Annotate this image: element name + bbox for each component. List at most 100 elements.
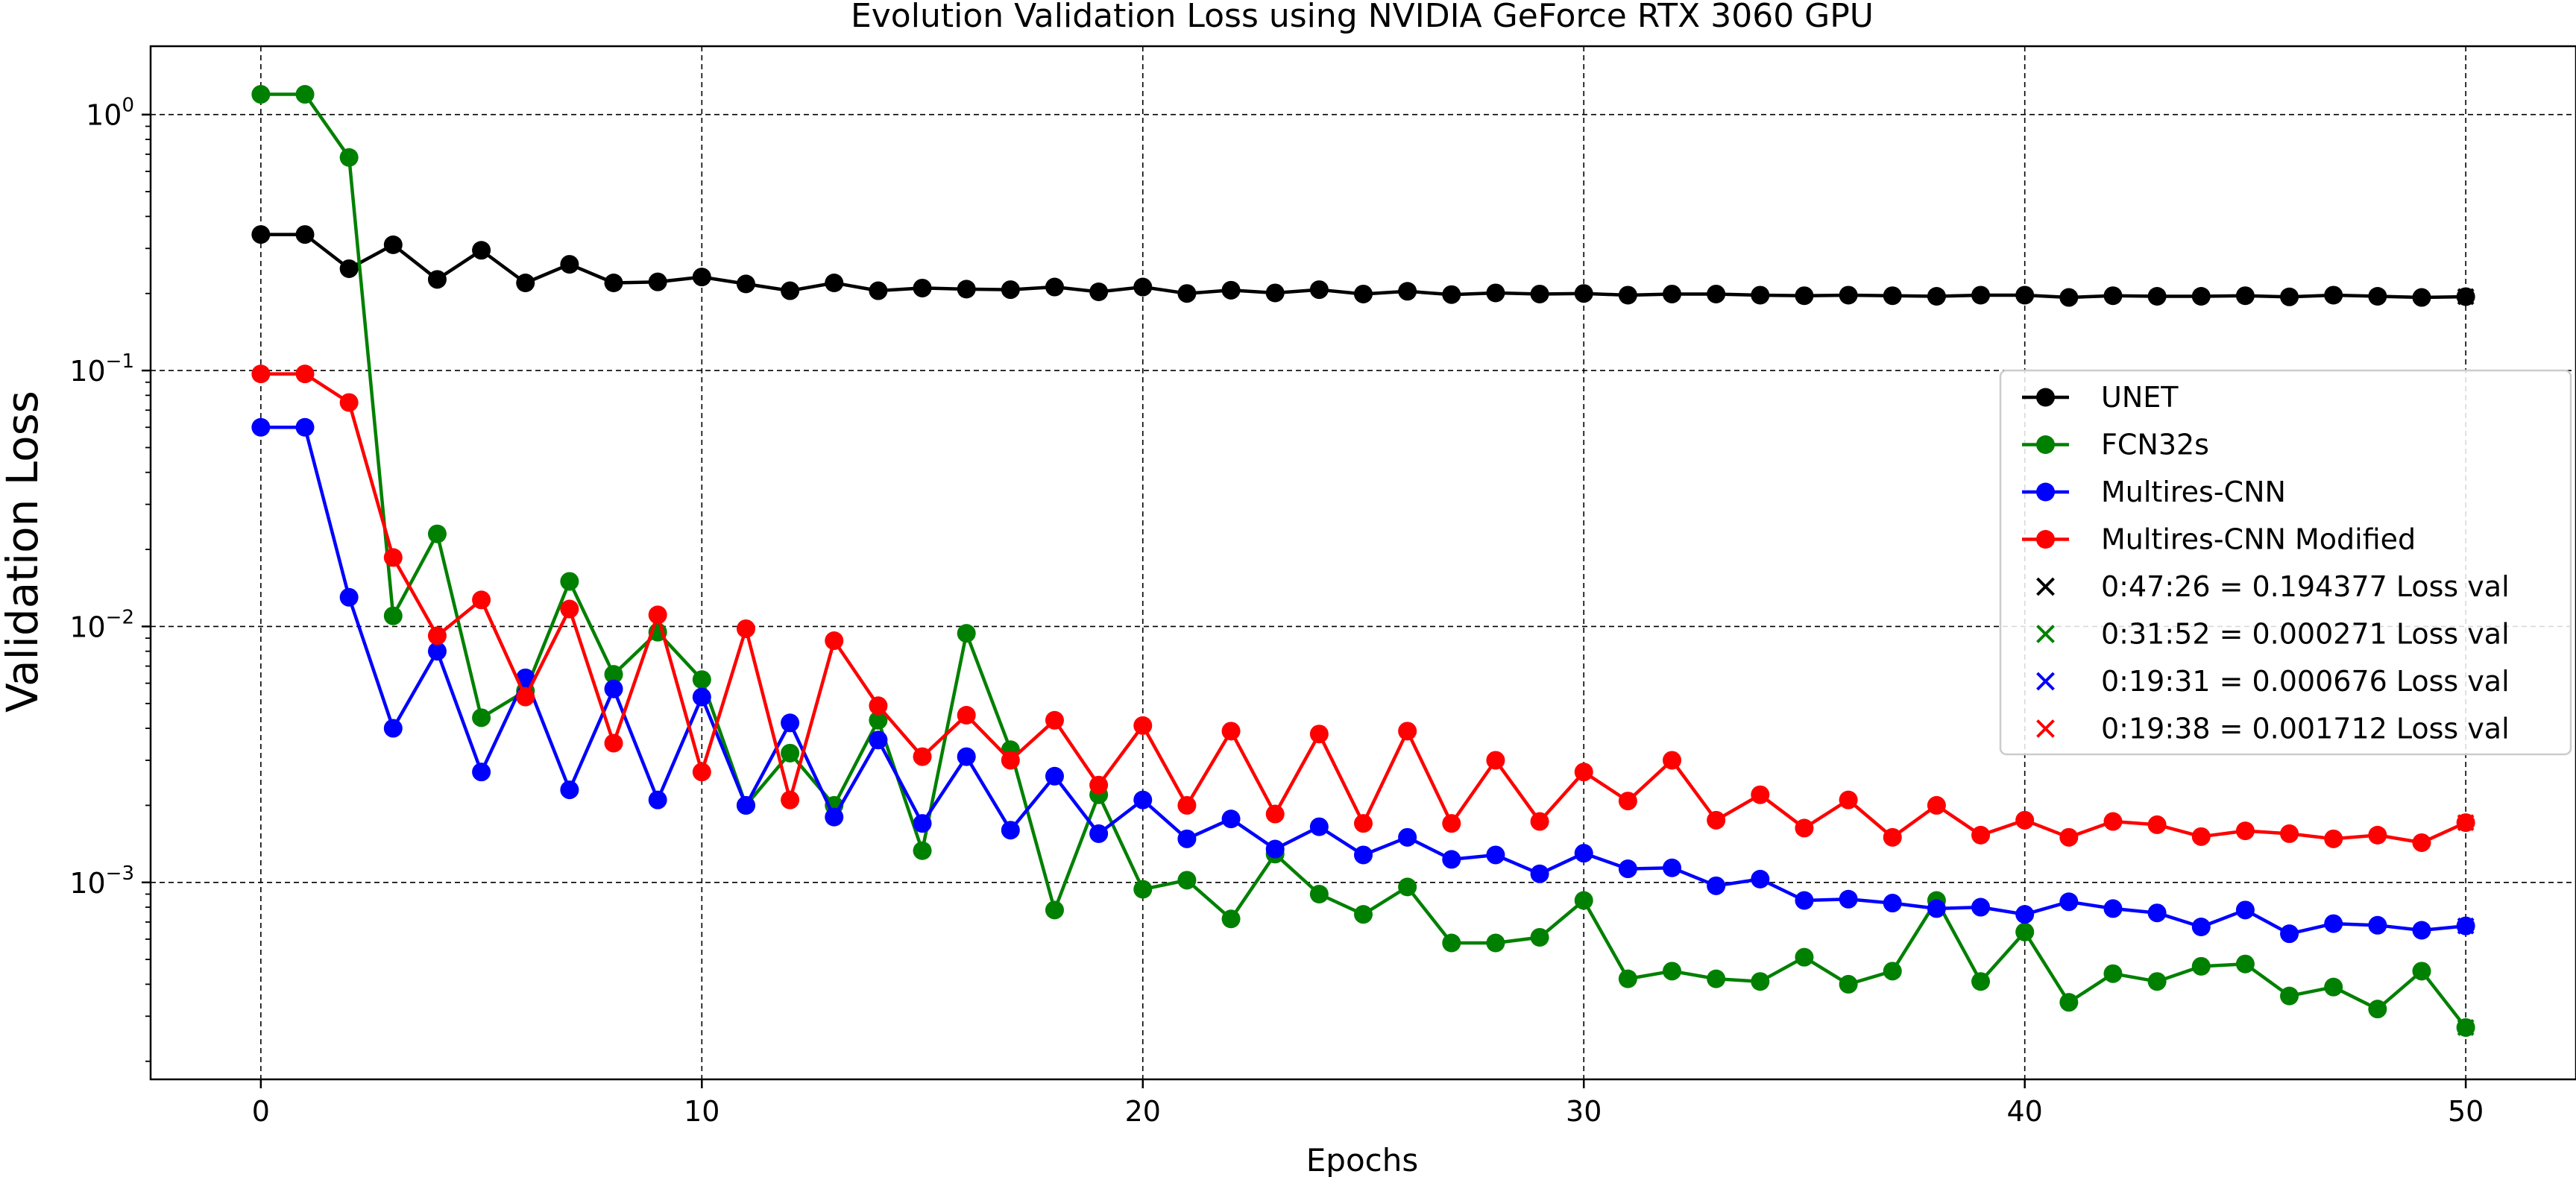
data-point (2059, 993, 2079, 1012)
data-point (1971, 285, 1991, 305)
data-point (1486, 283, 1505, 303)
data-point (692, 670, 711, 690)
data-point (1133, 790, 1153, 810)
data-point (692, 687, 711, 707)
data-point (2059, 892, 2079, 912)
legend-label: Multires-CNN Modified (2101, 523, 2416, 556)
data-point (1618, 969, 1637, 988)
data-point (2015, 922, 2035, 941)
data-point (1707, 969, 1726, 988)
data-point (427, 642, 447, 661)
data-point (1089, 775, 1109, 795)
data-point (692, 268, 711, 287)
y-tick-label: 100 (86, 95, 134, 132)
data-point (1839, 790, 1858, 810)
data-point (736, 795, 755, 815)
data-point (2324, 829, 2343, 848)
data-point (2324, 914, 2343, 933)
data-point (516, 687, 535, 707)
data-point (1663, 284, 1682, 303)
legend-label: Multires-CNN (2101, 476, 2286, 508)
data-point (472, 241, 491, 260)
data-point (472, 708, 491, 728)
data-point (295, 225, 315, 244)
data-point (1707, 284, 1726, 303)
data-point (1442, 850, 1461, 869)
data-point (1133, 277, 1153, 297)
data-point (1398, 722, 1417, 741)
data-point (957, 280, 976, 299)
data-point (957, 624, 976, 643)
data-point (383, 606, 403, 625)
data-point (1265, 839, 1285, 859)
data-point (913, 278, 932, 297)
legend-box (1999, 369, 2572, 756)
data-point (1486, 845, 1505, 865)
axis-ticks: 0 10 20 30 40 50 10−3 10−2 10−1 100 (69, 95, 2484, 1128)
data-point (1442, 933, 1461, 953)
data-point (2280, 924, 2299, 944)
data-point (2191, 956, 2211, 976)
data-point (2324, 285, 2343, 305)
data-point (427, 524, 447, 543)
data-point (1045, 766, 1064, 786)
legend-label: UNET (2101, 381, 2179, 414)
data-point (604, 733, 623, 753)
final-marker (2457, 917, 2475, 935)
legend-item: FCN32s (2022, 429, 2209, 461)
data-point (781, 743, 800, 763)
data-point (1133, 880, 1153, 899)
data-point (869, 710, 888, 730)
data-point (648, 790, 667, 810)
legend-label: 0:19:38 = 0.001712 Loss val (2101, 713, 2510, 745)
data-point (2191, 286, 2211, 306)
data-point (1309, 817, 1329, 836)
data-point (1530, 927, 1549, 947)
legend: UNET FCN32s Multires-CNN Multires-CNN Modif… (1999, 369, 2572, 756)
legend-label: FCN32s (2101, 429, 2209, 461)
data-point (2059, 827, 2079, 847)
data-point (1001, 821, 1020, 840)
data-point (1574, 284, 1593, 303)
data-point (913, 814, 932, 833)
data-point (2235, 821, 2255, 841)
data-point (1971, 825, 1991, 845)
data-point (2147, 972, 2167, 991)
data-point (1221, 909, 1241, 929)
y-axis-label: Validation Loss (0, 391, 48, 713)
data-point (1883, 286, 1902, 306)
x-tick-label: 30 (1566, 1095, 1602, 1128)
legend-label: 0:47:26 = 0.194377 Loss val (2101, 570, 2510, 603)
data-point (2015, 810, 2035, 830)
final-marker (2457, 814, 2475, 832)
data-point (1883, 962, 1902, 981)
data-point (1398, 827, 1417, 847)
data-point (427, 270, 447, 289)
data-point (339, 393, 359, 412)
data-point (1839, 285, 1858, 305)
data-point (869, 731, 888, 750)
data-point (383, 719, 403, 738)
data-point (295, 417, 315, 437)
legend-item: 0:19:38 = 0.001712 Loss val (2036, 713, 2510, 745)
data-point (869, 281, 888, 300)
data-point (1354, 284, 1373, 303)
data-point (1265, 804, 1285, 824)
data-point (957, 705, 976, 725)
data-point (1177, 829, 1197, 848)
data-point (1751, 972, 1770, 991)
data-point (2368, 915, 2387, 935)
y-tick-label: 10−2 (69, 606, 134, 643)
data-point (1133, 716, 1153, 735)
data-point (2368, 825, 2387, 845)
x-axis-label: Epochs (1306, 1142, 1419, 1177)
data-point (1442, 285, 1461, 304)
data-point (1530, 864, 1549, 883)
data-point (295, 85, 315, 104)
data-point (1309, 725, 1329, 744)
data-point (1089, 824, 1109, 843)
data-point (251, 85, 271, 104)
data-point (2368, 286, 2387, 306)
data-point (2324, 977, 2343, 997)
